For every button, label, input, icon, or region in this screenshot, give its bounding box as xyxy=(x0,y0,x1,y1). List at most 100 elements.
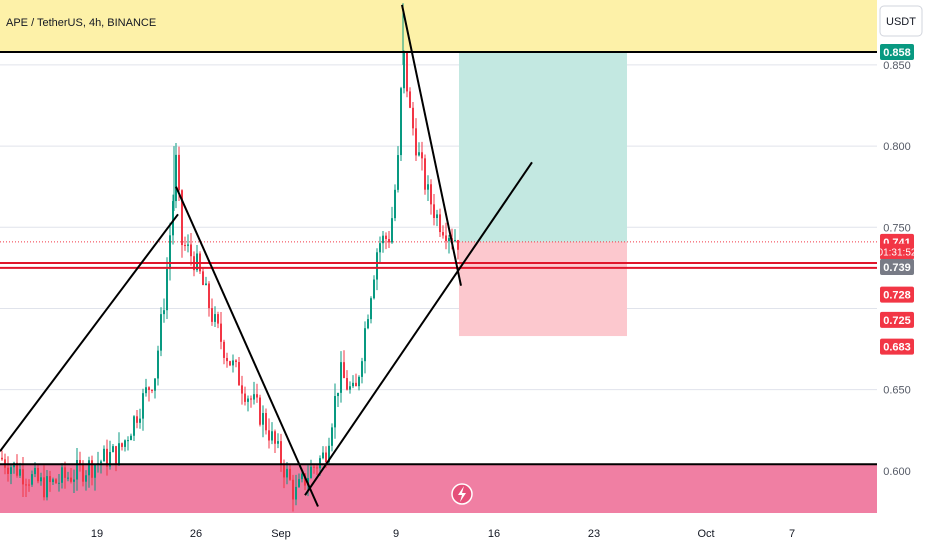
candle-body xyxy=(367,319,369,329)
candle-body xyxy=(277,441,279,444)
candle-body xyxy=(175,154,177,202)
candle-body xyxy=(145,387,147,394)
demand-zone xyxy=(0,464,877,513)
price-badge-label: 0.858 xyxy=(883,47,911,59)
candle-body xyxy=(358,376,360,387)
candle-body xyxy=(208,283,210,309)
price-badge-label: 0.683 xyxy=(883,342,911,354)
candle-body xyxy=(85,475,87,482)
candle-body xyxy=(265,413,267,431)
candle-body xyxy=(118,443,120,465)
trend-line[interactable] xyxy=(175,186,319,507)
trend-line[interactable] xyxy=(304,161,533,496)
y-tick-label: 0.600 xyxy=(883,466,911,478)
candle-body xyxy=(49,476,51,483)
candle-body xyxy=(7,467,9,474)
chart-title: APE / TetherUS, 4h, BINANCE xyxy=(6,17,156,29)
candle-body xyxy=(70,477,72,482)
currency-label: USDT xyxy=(886,16,916,28)
candle-body xyxy=(64,467,66,478)
candle-body xyxy=(103,448,105,462)
candle-body xyxy=(142,393,144,419)
candle-body xyxy=(373,279,375,299)
x-tick-label: Sep xyxy=(271,528,291,540)
candle-body xyxy=(430,184,432,205)
candle-body xyxy=(292,479,294,500)
candle-body xyxy=(16,462,18,476)
candle-body xyxy=(163,310,165,315)
candle-body xyxy=(151,390,153,392)
candle-body xyxy=(301,473,303,480)
trend-line[interactable] xyxy=(401,4,462,286)
candle-body xyxy=(256,394,258,398)
candle-body xyxy=(232,360,234,366)
candle-body xyxy=(316,467,318,469)
candle-body xyxy=(415,128,417,156)
candle-body xyxy=(154,378,156,391)
candle-body xyxy=(325,452,327,463)
candle-body xyxy=(211,308,213,322)
candle-body xyxy=(361,361,363,377)
candle-body xyxy=(352,382,354,387)
candle-body xyxy=(34,467,36,475)
candle-body xyxy=(88,460,90,476)
candle-body xyxy=(391,218,393,243)
candle-body xyxy=(244,393,246,402)
x-tick-label: 7 xyxy=(789,528,795,540)
candle-body xyxy=(31,474,33,485)
candle-body xyxy=(454,240,456,242)
candle-body xyxy=(172,201,174,236)
candle-body xyxy=(178,154,180,191)
candle-body xyxy=(28,484,30,486)
candle-body xyxy=(412,107,414,129)
candle-body xyxy=(202,271,204,286)
candle-body xyxy=(355,382,357,387)
candle-body xyxy=(112,446,114,453)
candle-body xyxy=(442,232,444,236)
candle-body xyxy=(226,357,228,362)
candle-body xyxy=(82,464,84,482)
candle-body xyxy=(370,298,372,320)
candle-body xyxy=(184,245,186,247)
candle-body xyxy=(382,235,384,244)
candle-body xyxy=(58,482,60,484)
candle-body xyxy=(181,190,183,246)
candle-body xyxy=(343,362,345,379)
candle-body xyxy=(40,477,42,482)
candle-body xyxy=(388,239,390,243)
x-tick-label: 16 xyxy=(488,528,500,540)
candle-body xyxy=(100,461,102,464)
lightning-icon[interactable] xyxy=(451,483,473,505)
trend-line[interactable] xyxy=(0,213,179,452)
supply-zone xyxy=(0,0,877,52)
candle-body xyxy=(10,467,12,474)
candle-body xyxy=(157,350,159,379)
candle-body xyxy=(67,477,69,479)
zones xyxy=(0,0,877,513)
candle-body xyxy=(106,448,108,467)
candle-body xyxy=(394,189,396,219)
x-tick-label: 26 xyxy=(190,528,202,540)
candle-body xyxy=(115,446,117,465)
currency-button[interactable]: USDT xyxy=(879,5,923,37)
time-axis: 19 26 Sep 9 16 23 Oct 7 xyxy=(0,513,877,550)
take-profit-box[interactable] xyxy=(459,51,627,242)
candle-body xyxy=(109,452,111,467)
candle-body xyxy=(319,458,321,469)
candle-body xyxy=(433,204,435,218)
candle-body xyxy=(136,416,138,423)
candle-body xyxy=(220,323,222,342)
candle-body xyxy=(268,430,270,441)
candle-body xyxy=(19,469,21,476)
candle-body xyxy=(403,51,405,89)
candle-body xyxy=(250,398,252,400)
candle-body xyxy=(385,235,387,240)
candle-body xyxy=(205,283,207,286)
candle-body xyxy=(25,484,27,486)
price-badge-stop xyxy=(880,338,914,355)
candle-body xyxy=(271,431,273,441)
candle-body xyxy=(298,479,300,487)
stop-loss-box[interactable] xyxy=(459,241,627,337)
candle-body xyxy=(379,243,381,253)
candle-body xyxy=(124,440,126,447)
